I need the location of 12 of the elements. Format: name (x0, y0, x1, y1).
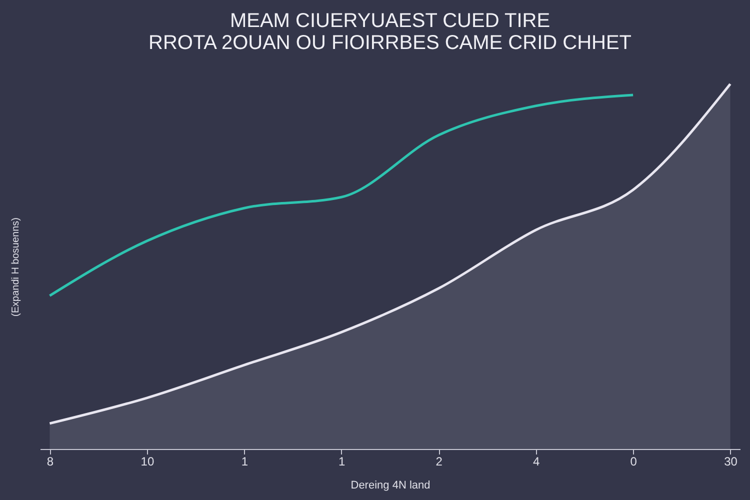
x-tick-label: 1 (241, 454, 248, 468)
x-tick-label: 0 (630, 454, 638, 468)
x-tick-label: 4 (532, 454, 540, 468)
x-tick-label: 2 (436, 454, 443, 468)
x-axis-title: Dereing 4N land (350, 480, 430, 492)
y-axis-title: (Expandi H bosuenns) (10, 218, 22, 316)
x-tick-label: 10 (140, 454, 154, 468)
text: MEAM CIUERYUAEST CUED TIRE (230, 10, 550, 32)
x-tick-label: 1 (338, 454, 346, 468)
text: RROTA 2OUAN OU FIOIRRBES CAME CRID CHHET (148, 32, 632, 54)
x-tick-label: 30 (724, 454, 738, 468)
x-tick-label: 8 (46, 454, 54, 468)
